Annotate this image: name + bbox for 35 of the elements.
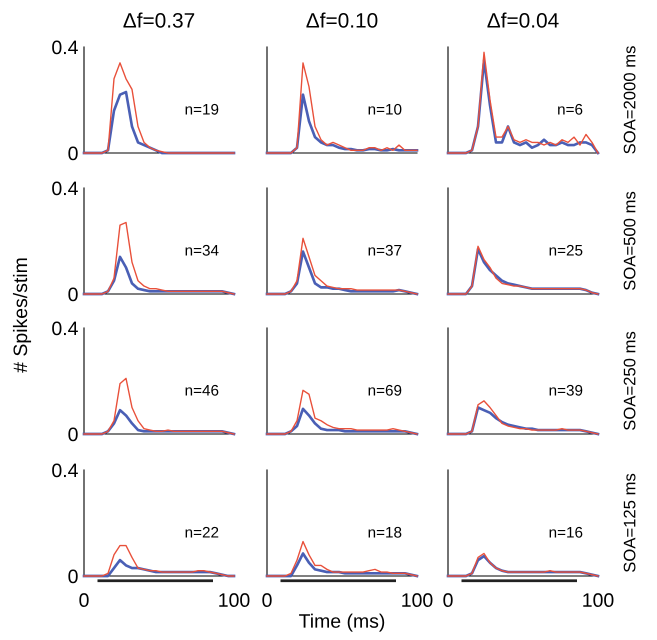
y-tick-label: 0: [68, 287, 78, 302]
annotation: n=6: [558, 104, 582, 115]
x-tick-label: 0: [79, 593, 89, 607]
chart-title: Δf=0.37: [123, 12, 194, 28]
x-axis-title: Time (ms): [299, 614, 384, 632]
chart-title: Δf=0.10: [306, 12, 378, 28]
y-axis-title: # Spikes/stim: [12, 258, 32, 373]
y-tick-label: 0.4: [52, 463, 78, 478]
y-tick-label: 0: [68, 427, 78, 442]
y-tick-label: 0: [68, 569, 78, 584]
y-tick-label: 0: [68, 146, 78, 160]
annotation: n=18: [368, 526, 402, 538]
y-tick-label: 0.4: [52, 181, 78, 196]
annotation: n=37: [368, 244, 402, 256]
annotation: n=10: [368, 104, 402, 115]
annotation: n=69: [368, 384, 402, 396]
annotation: n=19: [186, 104, 218, 115]
text: SOA=500 ms: [624, 192, 636, 290]
x-tick-label: 0: [262, 593, 272, 607]
text: SOA=2000 ms: [624, 46, 636, 154]
annotation: n=34: [186, 244, 219, 256]
x-tick-label: 100: [583, 593, 614, 607]
x-tick-label: 100: [219, 593, 250, 607]
annotation: n=22: [186, 526, 218, 538]
x-tick-label: 0: [443, 593, 453, 607]
annotation: n=25: [550, 244, 582, 256]
text: SOA=125 ms: [624, 474, 636, 572]
y-tick-label: 0.4: [52, 321, 78, 336]
annotation: n=46: [186, 384, 218, 396]
annotation: n=16: [550, 526, 582, 538]
chart-title: Δf=0.04: [487, 12, 559, 28]
annotation: n=39: [550, 384, 582, 396]
text: SOA=250 ms: [624, 332, 636, 430]
y-tick-label: 0.4: [52, 40, 78, 54]
x-tick-label: 100: [402, 593, 432, 607]
